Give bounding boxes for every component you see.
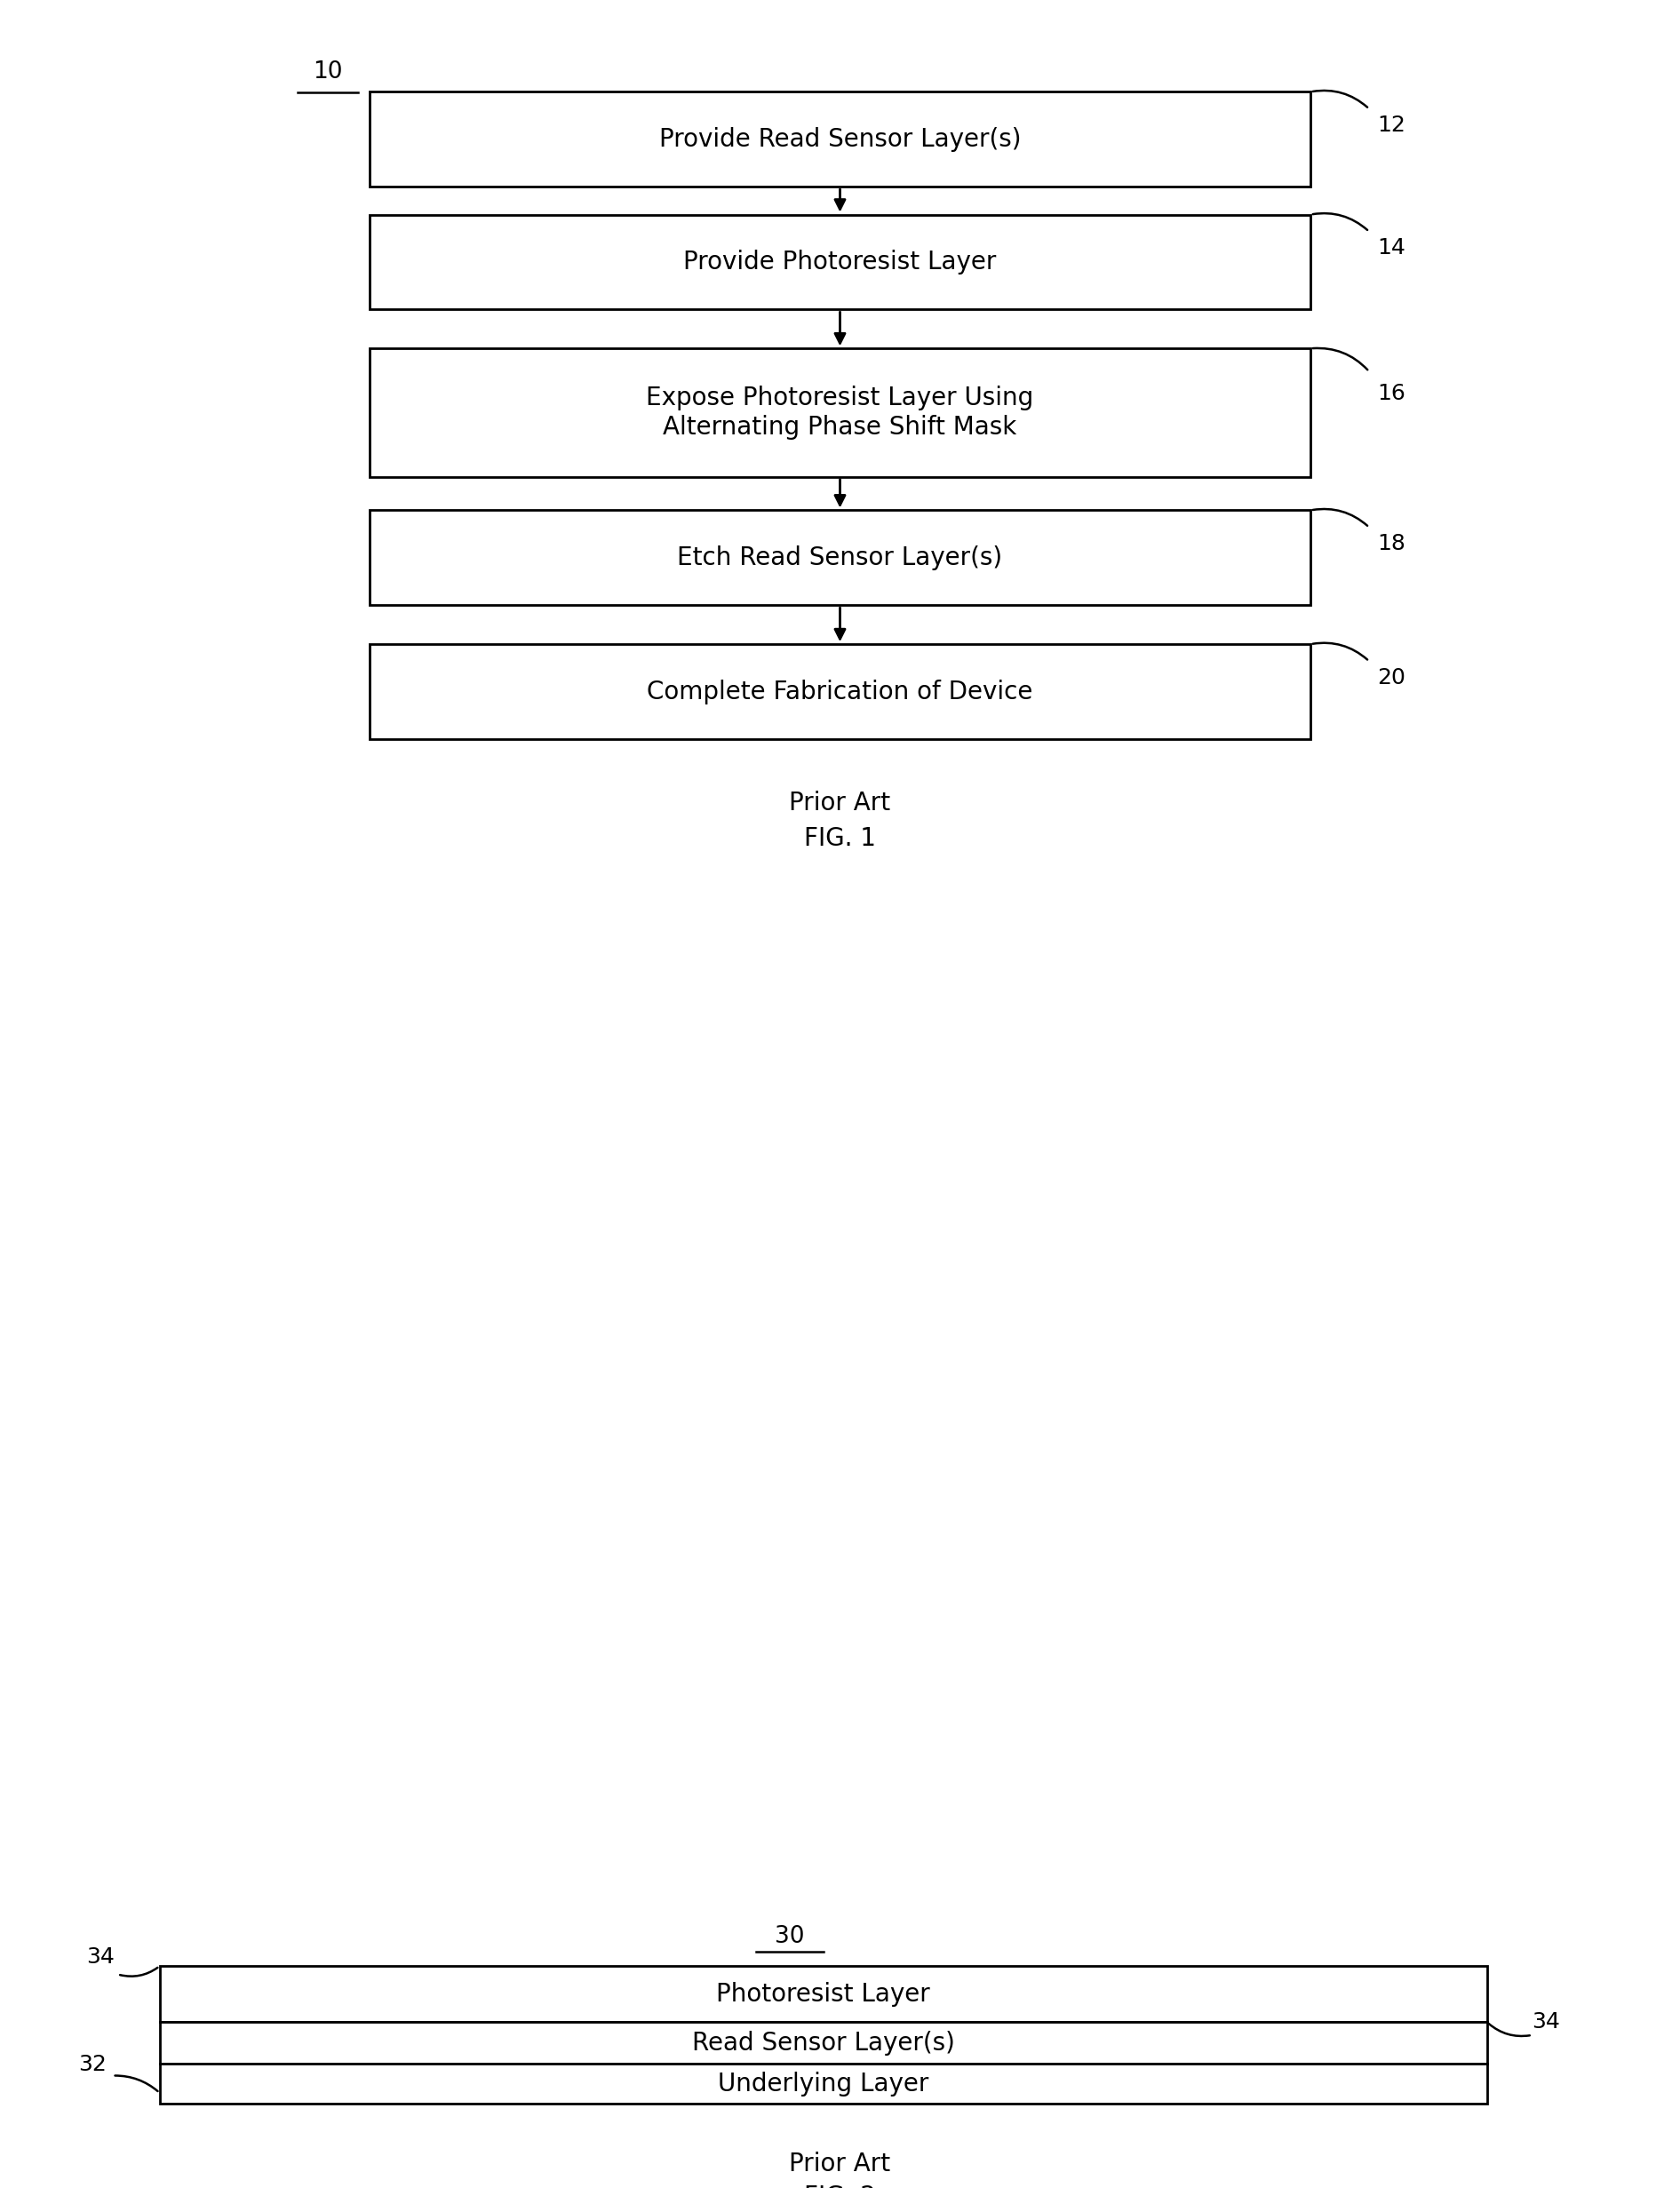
Text: Expose Photoresist Layer Using
Alternating Phase Shift Mask: Expose Photoresist Layer Using Alternati…	[647, 385, 1033, 440]
Text: Prior Art: Prior Art	[790, 790, 890, 816]
Text: 30: 30	[774, 1925, 805, 1947]
Text: Underlying Layer: Underlying Layer	[717, 2072, 929, 2096]
Text: Photoresist Layer: Photoresist Layer	[716, 1982, 931, 2006]
Text: Prior Art: Prior Art	[790, 2151, 890, 2177]
Text: 14: 14	[1378, 236, 1406, 258]
Text: Provide Read Sensor Layer(s): Provide Read Sensor Layer(s)	[659, 127, 1021, 151]
FancyBboxPatch shape	[160, 2022, 1487, 2063]
Text: Etch Read Sensor Layer(s): Etch Read Sensor Layer(s)	[677, 545, 1003, 571]
Text: 18: 18	[1378, 534, 1406, 554]
Text: 32: 32	[79, 2055, 106, 2076]
Text: 12: 12	[1378, 114, 1406, 136]
Text: 34: 34	[1532, 2011, 1559, 2033]
Text: Provide Photoresist Layer: Provide Photoresist Layer	[684, 249, 996, 274]
FancyBboxPatch shape	[160, 1967, 1487, 2022]
Text: Complete Fabrication of Device: Complete Fabrication of Device	[647, 678, 1033, 705]
FancyBboxPatch shape	[160, 2063, 1487, 2105]
FancyBboxPatch shape	[370, 643, 1310, 740]
Text: 34: 34	[87, 1945, 114, 1967]
Text: FIG. 1: FIG. 1	[805, 827, 875, 851]
FancyBboxPatch shape	[370, 348, 1310, 477]
FancyBboxPatch shape	[370, 92, 1310, 186]
Text: 10: 10	[312, 61, 343, 83]
Text: 20: 20	[1378, 667, 1406, 687]
FancyBboxPatch shape	[370, 510, 1310, 606]
Text: Read Sensor Layer(s): Read Sensor Layer(s)	[692, 2030, 954, 2055]
FancyBboxPatch shape	[370, 214, 1310, 309]
Text: FIG. 2: FIG. 2	[805, 2184, 875, 2188]
Text: 16: 16	[1378, 383, 1406, 405]
